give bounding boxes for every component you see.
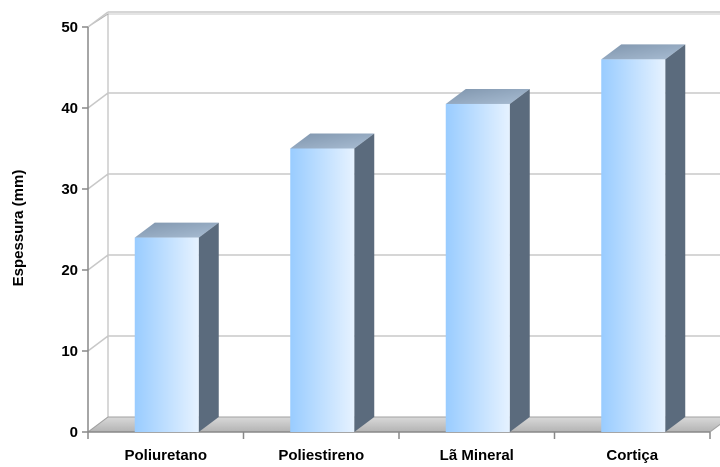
bar <box>445 88 530 432</box>
bar-top <box>445 88 530 104</box>
bars <box>134 44 686 433</box>
y-tick-labels: 0 10 20 30 40 50 <box>61 19 78 441</box>
bar-top <box>601 44 686 60</box>
bar-front <box>445 103 510 432</box>
bar-side <box>665 44 686 433</box>
bar-front <box>290 148 355 432</box>
gridline-depth <box>87 173 109 190</box>
y-tick-label: 20 <box>61 262 78 279</box>
bar <box>290 133 375 432</box>
bar <box>601 44 686 433</box>
bar-side <box>354 133 375 432</box>
y-tick-label: 30 <box>61 181 78 198</box>
x-tick-labels: Poliuretano Poliestireno Lã Mineral Cortiça <box>124 447 658 464</box>
bar-top <box>290 133 375 149</box>
bar-side <box>198 222 219 432</box>
y-tick-label: 0 <box>70 424 78 441</box>
x-tick-label: Lã Mineral <box>440 447 514 464</box>
y-axis-label: Espessura (mm) <box>10 170 27 287</box>
y-tick-label: 10 <box>61 343 78 360</box>
y-tick-label: 40 <box>61 100 78 117</box>
bar-top <box>134 222 219 238</box>
gridline-depth <box>87 335 109 352</box>
bar <box>134 222 219 432</box>
bar-front <box>134 237 199 432</box>
side-wall <box>87 13 109 433</box>
x-tick-label: Cortiça <box>606 447 658 464</box>
x-tick-label: Poliuretano <box>124 447 207 464</box>
bar-side <box>509 88 530 432</box>
gridline-depth <box>87 11 109 28</box>
x-tick-label: Poliestireno <box>278 447 364 464</box>
gridline-depth <box>87 254 109 271</box>
bar-front <box>601 59 666 433</box>
gridline-depth <box>87 92 109 109</box>
y-tick-label: 50 <box>61 19 78 36</box>
